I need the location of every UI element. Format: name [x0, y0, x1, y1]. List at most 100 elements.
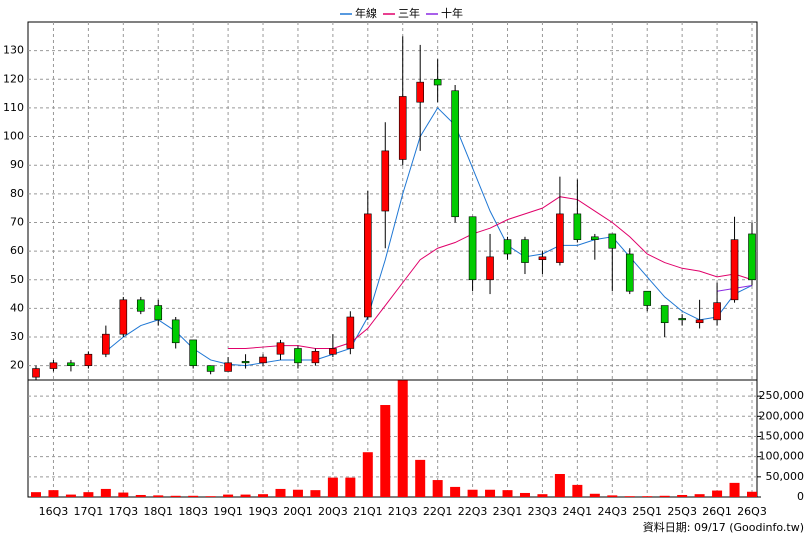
x-tick-label: 25Q3	[667, 505, 697, 518]
y-tick-label: 30	[10, 330, 24, 343]
candle-body	[468, 216, 477, 281]
volume-bar	[537, 494, 548, 497]
candle-body	[171, 319, 180, 344]
volume-bar	[258, 494, 269, 497]
volume-bar	[240, 494, 251, 497]
candle-body	[416, 81, 424, 103]
candle-body	[608, 233, 617, 249]
volume-bar	[48, 490, 59, 497]
x-tick-label: 19Q1	[213, 505, 243, 518]
legend: 年線 三年 十年	[340, 6, 463, 20]
candle-body	[503, 239, 512, 255]
legend-label: 三年	[398, 6, 420, 20]
y-tick-label: 20	[10, 359, 24, 372]
candle-body	[294, 348, 302, 364]
candle-body	[154, 305, 163, 321]
x-tick-label: 18Q3	[178, 505, 208, 518]
footnote: 資料日期: 09/17 (Goodinfo.tw)	[643, 520, 804, 534]
legend-label: 年線	[355, 6, 377, 20]
y-tick-label: 130	[3, 44, 24, 57]
candle-body	[136, 299, 145, 312]
y-tick-label: 100	[3, 130, 24, 143]
volume-bar	[712, 490, 723, 497]
x-tick-label: 18Q1	[143, 505, 173, 518]
y-tick-label: 90	[10, 158, 24, 171]
volume-bar	[694, 494, 705, 497]
volume-bar	[415, 459, 426, 497]
volume-bar	[485, 489, 496, 497]
candle-body	[556, 213, 564, 263]
candle-body	[521, 239, 529, 263]
x-tick-label: 20Q3	[318, 505, 348, 518]
volume-bar	[135, 494, 146, 497]
y2-tick-label: 250,000	[759, 389, 805, 402]
y2-tick-label: 0	[797, 490, 804, 503]
y-tick-label: 40	[10, 301, 24, 314]
candle-body	[486, 256, 494, 281]
x-tick-label: 16Q3	[39, 505, 69, 518]
candle-body	[189, 339, 197, 366]
volume-bar	[31, 492, 41, 497]
volume-bar	[380, 405, 391, 497]
volume-bar	[345, 477, 356, 497]
candle-body	[660, 305, 669, 324]
volume-bar	[327, 477, 338, 497]
volume-bar	[642, 496, 653, 497]
x-tick-label: 26Q1	[702, 505, 732, 518]
volume-bar	[432, 480, 443, 497]
y-tick-label: 60	[10, 244, 24, 257]
volume-bar	[118, 492, 129, 497]
candle-body	[591, 236, 599, 240]
x-tick-label: 25Q1	[632, 505, 662, 518]
candle-body	[84, 353, 93, 366]
candle-body	[276, 342, 285, 355]
candle-body	[206, 365, 215, 372]
x-tick-label: 23Q1	[493, 505, 523, 518]
candle-body	[49, 362, 58, 369]
volume-bar	[519, 492, 530, 497]
volume-bar	[554, 474, 565, 497]
volume-bar	[223, 494, 234, 497]
candle-body	[311, 351, 320, 364]
volume-bar	[589, 493, 600, 497]
x-tick-label: 21Q3	[388, 505, 418, 518]
candle-body	[573, 213, 582, 240]
y-tick-label: 50	[10, 273, 24, 286]
volume-bar	[467, 489, 478, 497]
x-tick-label: 22Q1	[423, 505, 453, 518]
candle-body	[119, 299, 128, 335]
ma-line	[105, 107, 753, 367]
candle-body	[451, 90, 459, 218]
candle-body	[241, 361, 250, 364]
x-tick-label: 24Q1	[563, 505, 593, 518]
candle-body	[695, 319, 704, 324]
x-tick-label: 17Q1	[74, 505, 104, 518]
candle-body	[364, 213, 372, 318]
candle-body	[381, 150, 390, 212]
volume-bar	[572, 484, 583, 497]
candle-body	[259, 356, 267, 364]
candle-body	[678, 318, 686, 321]
x-tick-label: 17Q3	[108, 505, 138, 518]
legend-label: 十年	[441, 6, 463, 20]
y2-tick-label: 100,000	[759, 450, 805, 463]
candle-body	[433, 78, 442, 86]
candle-body	[32, 368, 40, 378]
volume-bar	[502, 490, 513, 497]
candle-body	[643, 290, 652, 306]
y2-tick-label: 150,000	[759, 429, 805, 442]
volume-bar	[188, 495, 199, 497]
candle-body	[346, 316, 355, 349]
x-tick-label: 21Q1	[353, 505, 383, 518]
volume-bar	[607, 495, 618, 497]
volume-bar	[153, 495, 164, 497]
y-tick-label: 120	[3, 72, 24, 85]
x-tick-label: 26Q3	[737, 505, 767, 518]
plot-frame	[27, 21, 758, 498]
volume-bar	[362, 452, 373, 497]
y-tick-label: 80	[10, 187, 24, 200]
y2-tick-label: 50,000	[766, 470, 805, 483]
candle-body	[730, 239, 739, 301]
volume-bar	[205, 496, 216, 497]
